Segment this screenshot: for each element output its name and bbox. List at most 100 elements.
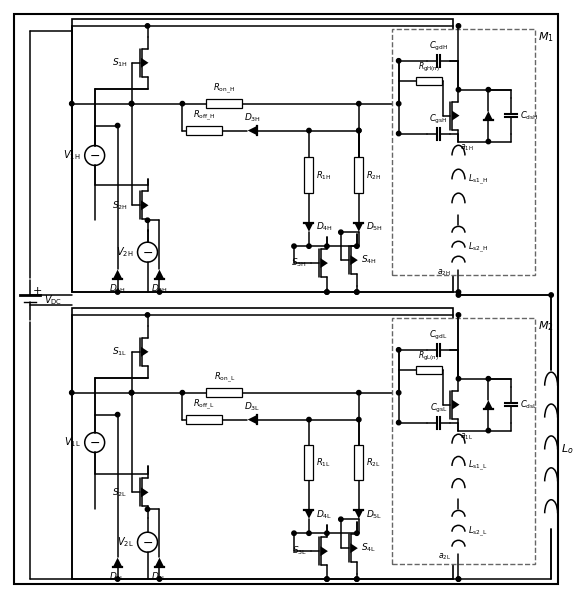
- Bar: [354, 157, 363, 193]
- Text: $R_{\rm 1H}$: $R_{\rm 1H}$: [316, 169, 332, 182]
- Text: $V_{\rm 2L}$: $V_{\rm 2L}$: [117, 535, 133, 549]
- Bar: [354, 445, 363, 480]
- Circle shape: [325, 577, 329, 581]
- Polygon shape: [155, 558, 164, 567]
- Circle shape: [145, 218, 150, 222]
- Text: $D_{\rm 2L}$: $D_{\rm 2L}$: [151, 570, 168, 583]
- Text: $V_{\rm 2H}$: $V_{\rm 2H}$: [116, 245, 133, 259]
- Text: $V_{\rm 1H}$: $V_{\rm 1H}$: [63, 148, 80, 162]
- Circle shape: [457, 293, 461, 297]
- Polygon shape: [452, 111, 459, 120]
- Polygon shape: [141, 488, 148, 497]
- Circle shape: [397, 101, 401, 106]
- Circle shape: [325, 244, 329, 249]
- Bar: [305, 445, 313, 480]
- Text: $D_{\rm 3L}$: $D_{\rm 3L}$: [244, 401, 260, 413]
- Bar: [186, 126, 223, 135]
- Circle shape: [292, 531, 296, 535]
- Text: $R_{\rm off\_L}$: $R_{\rm off\_L}$: [193, 398, 215, 412]
- Text: $D_{\rm 3H}$: $D_{\rm 3H}$: [244, 111, 260, 124]
- Circle shape: [356, 390, 361, 395]
- Text: $D_{\rm 1H}$: $D_{\rm 1H}$: [109, 283, 126, 295]
- Circle shape: [325, 290, 329, 294]
- Bar: [206, 388, 242, 397]
- Text: $a_{\rm 1H}$: $a_{\rm 1H}$: [461, 142, 474, 153]
- Text: $R_{\rm on\_H}$: $R_{\rm on\_H}$: [213, 82, 235, 96]
- Text: $S_{\rm 3L}$: $S_{\rm 3L}$: [292, 545, 307, 557]
- Circle shape: [307, 417, 311, 422]
- Polygon shape: [113, 269, 122, 278]
- Polygon shape: [141, 200, 148, 210]
- Polygon shape: [354, 223, 363, 232]
- Polygon shape: [350, 255, 358, 265]
- Bar: [416, 366, 442, 374]
- Polygon shape: [484, 111, 493, 120]
- Text: $D_{\rm 4L}$: $D_{\rm 4L}$: [316, 508, 333, 520]
- Circle shape: [180, 101, 185, 106]
- Text: $C_{\rm gdH}$: $C_{\rm gdH}$: [429, 40, 448, 53]
- Circle shape: [356, 417, 361, 422]
- Bar: [72, 19, 454, 292]
- Text: $S_{\rm 4H}$: $S_{\rm 4H}$: [361, 254, 377, 266]
- Polygon shape: [141, 347, 148, 357]
- Circle shape: [145, 313, 150, 317]
- Polygon shape: [155, 269, 164, 278]
- Polygon shape: [248, 126, 256, 135]
- Circle shape: [129, 390, 134, 395]
- Circle shape: [129, 101, 134, 106]
- Text: $R_{\rm gL(n)}$: $R_{\rm gL(n)}$: [418, 350, 439, 363]
- Circle shape: [325, 577, 329, 581]
- Circle shape: [356, 101, 361, 106]
- Text: $a_{\rm 1L}$: $a_{\rm 1L}$: [461, 432, 473, 442]
- Circle shape: [457, 313, 461, 317]
- Text: $S_{\rm 1L}$: $S_{\rm 1L}$: [112, 346, 128, 358]
- Circle shape: [70, 101, 74, 106]
- Text: $M_2$: $M_2$: [538, 319, 554, 333]
- Circle shape: [457, 88, 461, 92]
- Polygon shape: [452, 400, 459, 409]
- Circle shape: [355, 577, 359, 581]
- Text: +: +: [33, 286, 43, 296]
- Circle shape: [457, 577, 461, 581]
- Text: $S_{\rm 2H}$: $S_{\rm 2H}$: [112, 199, 128, 212]
- Polygon shape: [320, 546, 328, 556]
- Text: $R_{\rm 2H}$: $R_{\rm 2H}$: [366, 169, 382, 182]
- Polygon shape: [305, 510, 313, 519]
- Circle shape: [307, 128, 311, 133]
- Text: $D_{\rm 1L}$: $D_{\rm 1L}$: [109, 570, 126, 583]
- Text: $R_{\rm gH(n)}$: $R_{\rm gH(n)}$: [417, 61, 439, 74]
- Circle shape: [339, 230, 343, 234]
- Circle shape: [486, 139, 490, 144]
- Text: $R_{\rm on\_L}$: $R_{\rm on\_L}$: [213, 371, 235, 385]
- Bar: [392, 29, 535, 275]
- Circle shape: [397, 58, 401, 63]
- Circle shape: [325, 531, 329, 535]
- Text: $-$: $-$: [89, 149, 100, 162]
- Bar: [72, 308, 454, 579]
- Circle shape: [129, 390, 134, 395]
- Circle shape: [129, 101, 134, 106]
- Text: $a_{\rm 2H}$: $a_{\rm 2H}$: [437, 268, 450, 278]
- Circle shape: [116, 123, 120, 128]
- Circle shape: [355, 577, 359, 581]
- Bar: [206, 99, 242, 108]
- Polygon shape: [305, 223, 313, 232]
- Text: $-$: $-$: [89, 436, 100, 449]
- Circle shape: [397, 390, 401, 395]
- Circle shape: [70, 390, 74, 395]
- Circle shape: [355, 531, 359, 535]
- Circle shape: [158, 577, 162, 581]
- Text: $V_{\rm DC}$: $V_{\rm DC}$: [44, 293, 62, 307]
- Text: $D_{\rm 2H}$: $D_{\rm 2H}$: [151, 283, 168, 295]
- Circle shape: [116, 412, 120, 417]
- Polygon shape: [484, 400, 493, 409]
- Circle shape: [355, 244, 359, 249]
- Text: $L_{\rm s1\_L}$: $L_{\rm s1\_L}$: [469, 459, 488, 473]
- Text: $S_{\rm 2L}$: $S_{\rm 2L}$: [112, 486, 128, 499]
- Circle shape: [486, 429, 490, 433]
- Text: $C_{\rm dsL}$: $C_{\rm dsL}$: [520, 398, 538, 411]
- Circle shape: [397, 347, 401, 352]
- Text: $R_{\rm off\_H}$: $R_{\rm off\_H}$: [193, 108, 216, 123]
- Bar: [392, 318, 535, 564]
- Circle shape: [325, 290, 329, 294]
